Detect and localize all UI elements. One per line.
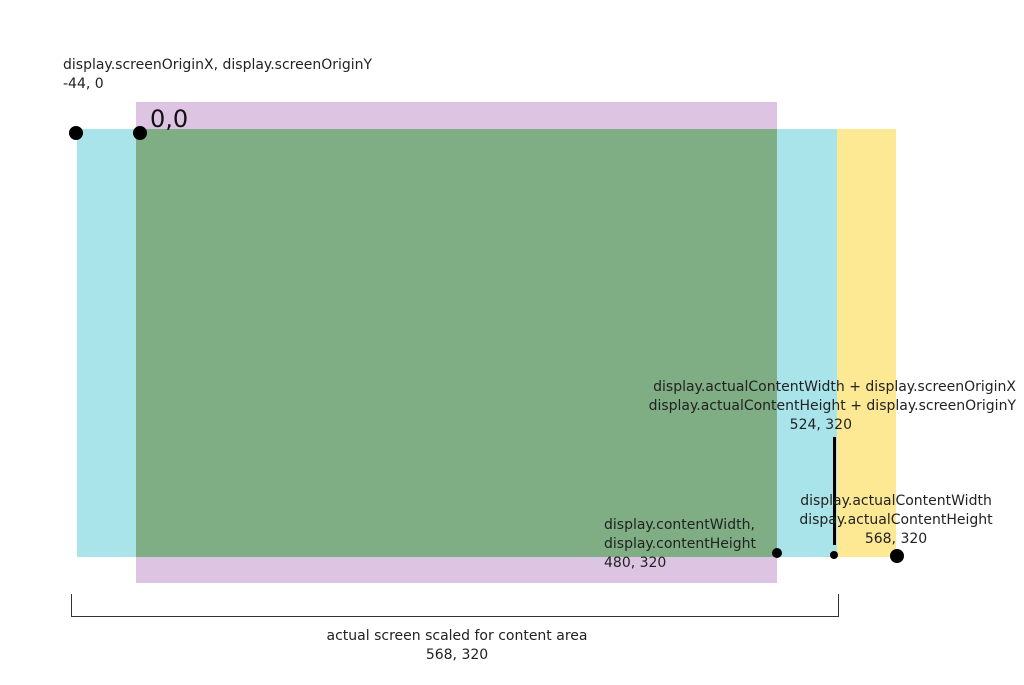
actual-plus-origin-line3: 524, 320 [789, 417, 852, 433]
content-origin-point [133, 126, 147, 140]
actual-content-line3: 568, 320 [864, 531, 928, 547]
marker-line [833, 437, 836, 545]
actual-content-line1: display.actualContentWidth [800, 493, 992, 509]
actual-content-line2: dispay.actualContentHeight [799, 512, 993, 528]
content-size-line2: display.contentHeight [604, 536, 757, 552]
bracket-label: actual screen scaled for content area 56… [297, 627, 617, 665]
actual-content-label: display.actualContentWidth dispay.actual… [790, 492, 1002, 549]
screen-origin-label-line1: display.screenOriginX, display.screenOri… [63, 57, 373, 73]
bracket-label-line1: actual screen scaled for content area [326, 628, 588, 644]
actual-content-size-point [890, 549, 904, 563]
screen-origin-label-line2: -44, 0 [63, 76, 104, 92]
actual-plus-origin-label: display.actualContentWidth + display.scr… [649, 378, 1016, 435]
actual-plus-origin-line2: display.actualContentHeight + display.sc… [648, 398, 1016, 414]
bracket-label-line2: 568, 320 [425, 647, 489, 663]
content-area [136, 129, 777, 557]
content-size-line1: display.contentWidth, [604, 517, 755, 533]
content-size-label: display.contentWidth, display.contentHei… [604, 516, 756, 573]
actual-plus-origin-point [830, 551, 838, 559]
actual-plus-origin-line1: display.actualContentWidth + display.scr… [653, 379, 1016, 395]
bracket-right-tick [838, 594, 839, 617]
extra-width-area [837, 129, 896, 557]
screen-origin-label: display.screenOriginX, display.screenOri… [63, 56, 372, 94]
bracket-left-tick [71, 594, 72, 617]
screen-origin-point [69, 126, 83, 140]
content-size-point [772, 548, 782, 558]
content-size-line3: 480, 320 [604, 555, 667, 571]
origin-zero-label: 0,0 [150, 105, 189, 133]
bracket-horizontal [71, 616, 839, 617]
